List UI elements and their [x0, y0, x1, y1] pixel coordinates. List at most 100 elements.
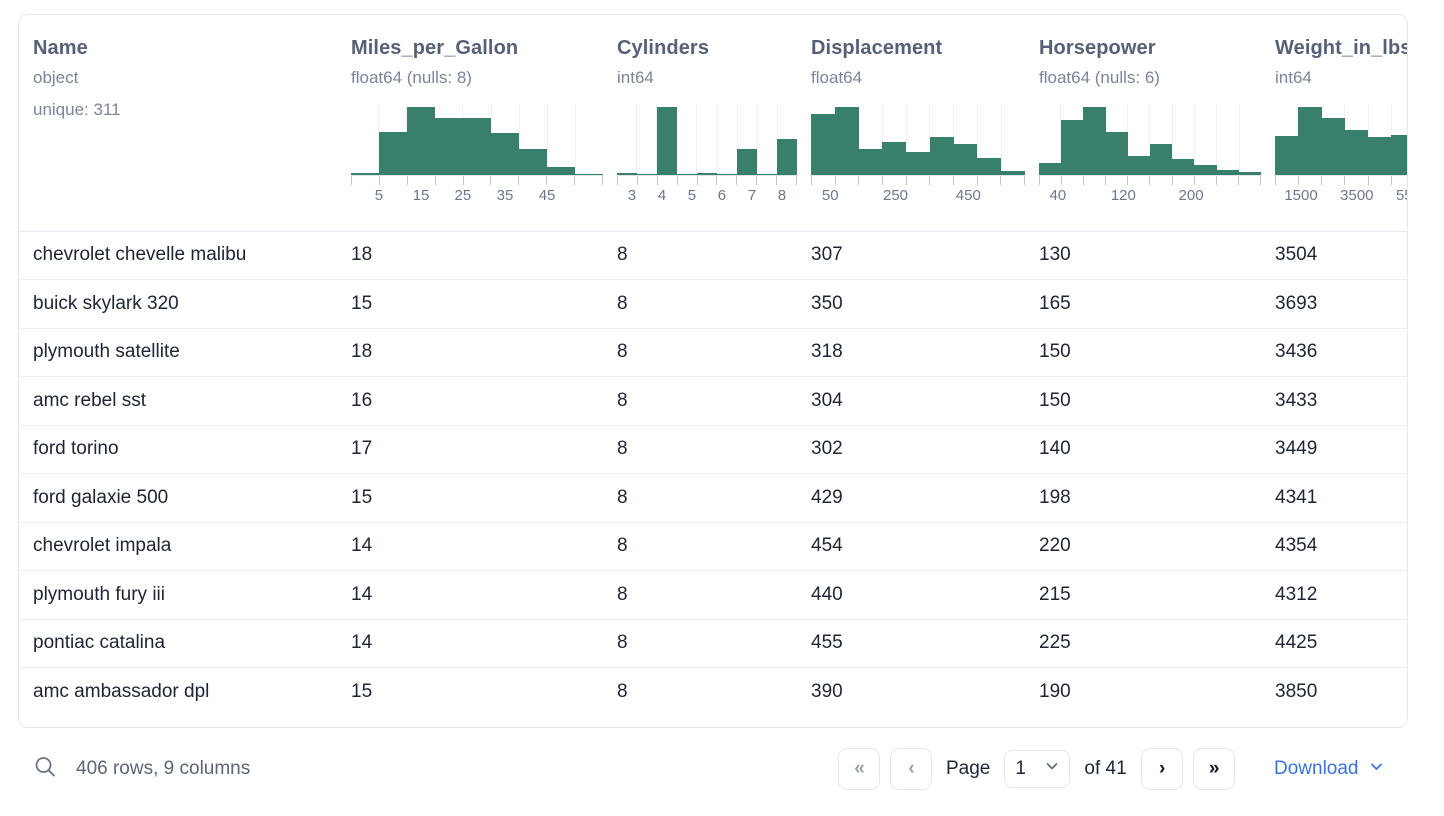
table-row[interactable]: amc rebel sst 16 8 304 150 3433: [19, 376, 1407, 426]
footer-summary-group: 406 rows, 9 columns: [18, 754, 250, 785]
histogram-bar: [1391, 135, 1407, 175]
cell-mpg: 14: [337, 619, 603, 668]
histogram-tick-label: 35: [496, 187, 514, 204]
table-row[interactable]: pontiac catalina 14 8 455 225 4425: [19, 619, 1407, 668]
column-header-displacement[interactable]: Displacement float64 50 250 450: [797, 15, 1026, 232]
header-row: Name object unique: 311 Miles_per_Gallon…: [19, 15, 1407, 232]
cell-displacement: 350: [797, 279, 1025, 329]
cell-cylinders: 8: [603, 570, 797, 620]
cell-mpg: 16: [337, 376, 603, 426]
histogram-bar: [1368, 137, 1392, 175]
histogram-bar: [882, 142, 907, 175]
histogram-bar: [1238, 172, 1262, 175]
cell-displacement: 302: [797, 425, 1025, 474]
cell-displacement: 440: [797, 570, 1025, 620]
histogram-bar: [1150, 144, 1173, 175]
cell-weight: 3693: [1261, 279, 1407, 329]
previous-page-button[interactable]: ‹: [890, 748, 932, 790]
histogram-tick-label: 5: [687, 187, 697, 204]
column-dtype: int64: [1275, 68, 1312, 87]
column-header-name[interactable]: Name object unique: 311: [19, 15, 337, 232]
next-page-button[interactable]: ›: [1140, 748, 1183, 790]
cell-name: amc ambassador dpl: [33, 681, 210, 702]
cell-cylinders: 8: [617, 681, 628, 702]
column-header-miles-per-gallon[interactable]: Miles_per_Gallon float64 (nulls: 8) 5 15 2…: [337, 15, 604, 232]
column-histogram-horsepower: 40 120 200: [1039, 104, 1262, 209]
cell-weight: 4312: [1261, 570, 1407, 620]
histogram-tick-label: 120: [1110, 187, 1136, 204]
page-number-select[interactable]: 1: [1004, 750, 1071, 788]
cell-displacement: 390: [811, 681, 843, 702]
table-footer: 406 rows, 9 columns « ‹ Page 1 of 41 › »…: [18, 740, 1408, 798]
table-row[interactable]: ford torino 17 8 302 140 3449: [19, 425, 1407, 474]
histogram-bar: [906, 152, 930, 175]
cell-weight: 3449: [1261, 425, 1407, 474]
table-row[interactable]: buick skylark 320 15 8 350 165 3693: [19, 279, 1407, 329]
histogram-bar: [407, 107, 435, 175]
cell-name: buick skylark 320: [19, 279, 337, 329]
cell-cylinders: 8: [603, 376, 797, 426]
column-title: Name: [33, 37, 88, 59]
histogram-bar: [1216, 170, 1239, 175]
table-row[interactable]: amc ambassador dpl 15 8 390 190 3850: [19, 668, 1407, 717]
histogram-tick-label: 45: [538, 187, 556, 204]
histogram-bar: [977, 158, 1002, 175]
download-button[interactable]: Download: [1274, 758, 1385, 781]
histogram-bar: [1172, 159, 1195, 175]
histogram-bar: [1127, 156, 1151, 175]
histogram-bar: [1039, 163, 1062, 175]
table-row[interactable]: chevrolet impala 14 8 454 220 4354: [19, 522, 1407, 571]
column-header-cylinders[interactable]: Cylinders int64 3 4 5 6 7 8: [603, 15, 798, 232]
column-histogram-weight-in-lbs: 1500 3500 5500: [1275, 104, 1407, 209]
column-header-horsepower[interactable]: Horsepower float64 (nulls: 6) 40 120 200: [1025, 15, 1262, 232]
table-row[interactable]: plymouth satellite 18 8 318 150 3436: [19, 328, 1407, 377]
cell-horsepower: 130: [1025, 231, 1261, 280]
cell-weight: 3436: [1261, 328, 1407, 377]
data-table: Name object unique: 311 Miles_per_Gallon…: [19, 15, 1407, 716]
cell-mpg: 18: [337, 328, 603, 377]
histogram-tick-label: 450: [955, 187, 981, 204]
cell-name: pontiac catalina: [19, 619, 337, 668]
histogram-tick-label: 1500: [1284, 187, 1318, 204]
column-unique-count: unique: 311: [33, 100, 121, 119]
table-row[interactable]: chevrolet chevelle malibu 18 8 307 130 3504: [19, 231, 1407, 280]
cell-weight: 3433: [1261, 376, 1407, 426]
cell-name: ford galaxie 500: [19, 473, 337, 523]
page-number-value: 1: [1015, 758, 1026, 779]
table-body: chevrolet chevelle malibu 18 8 307 130 3504 bu…: [19, 231, 1407, 716]
cell-mpg: 15: [351, 681, 373, 702]
search-icon[interactable]: [32, 754, 58, 785]
histogram-bar: [953, 144, 978, 175]
cell-name: ford torino: [19, 425, 337, 474]
cell-horsepower: 225: [1025, 619, 1261, 668]
histogram-bar: [1083, 107, 1106, 175]
histogram-bar: [1194, 165, 1217, 175]
histogram-tick-label: 3: [627, 187, 637, 204]
table-row[interactable]: ford galaxie 500 15 8 429 198 4341: [19, 473, 1407, 523]
cell-name: amc rebel sst: [19, 376, 337, 426]
table-scroll-region[interactable]: Name object unique: 311 Miles_per_Gallon…: [19, 15, 1407, 727]
cell-horsepower: 165: [1025, 279, 1261, 329]
column-dtype: float64 (nulls: 6): [1039, 68, 1160, 87]
data-table-card: Name object unique: 311 Miles_per_Gallon…: [18, 14, 1408, 728]
histogram-bar: [677, 174, 697, 175]
first-page-button[interactable]: «: [838, 748, 880, 790]
histogram-bar: [697, 173, 717, 175]
chevron-down-icon: [1368, 758, 1385, 781]
cell-name: chevrolet impala: [19, 522, 337, 571]
histogram-bar: [519, 149, 547, 175]
cell-displacement: 304: [797, 376, 1025, 426]
table-row[interactable]: plymouth fury iii 14 8 440 215 4312: [19, 570, 1407, 620]
cell-cylinders: 8: [603, 425, 797, 474]
column-title: Cylinders: [617, 37, 710, 59]
histogram-bar: [717, 174, 737, 175]
column-header-weight-in-lbs[interactable]: Weight_in_lbs int64 1500 3500 5500: [1261, 15, 1407, 232]
cell-mpg: 14: [337, 570, 603, 620]
table-header: Name object unique: 311 Miles_per_Gallon…: [19, 15, 1407, 232]
histogram-tick-label: 15: [412, 187, 430, 204]
cell-weight: 4425: [1261, 619, 1407, 668]
last-page-button[interactable]: »: [1192, 748, 1235, 790]
cell-cylinders: 8: [603, 328, 797, 377]
download-label: Download: [1274, 758, 1359, 779]
chevron-down-icon: [1044, 758, 1060, 780]
